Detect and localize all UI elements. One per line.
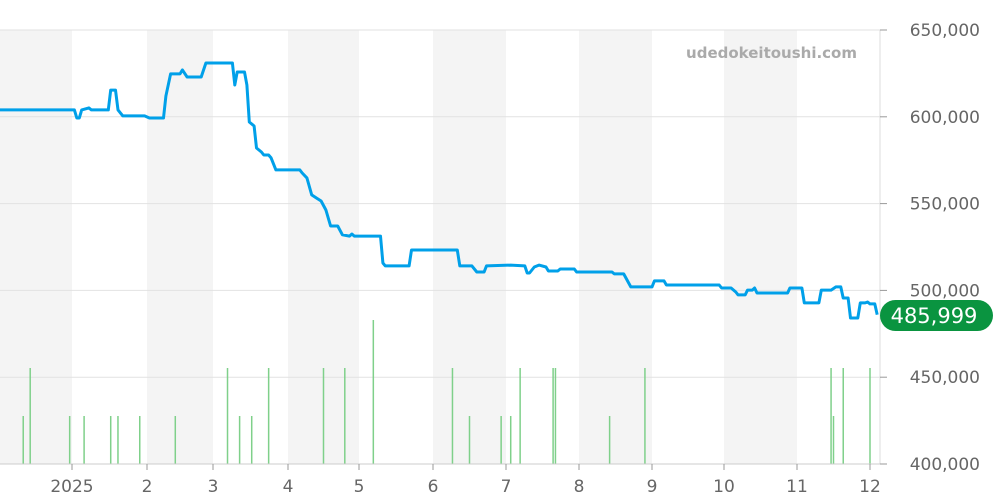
y-tick-label: 600,000 [910, 108, 980, 128]
volume-bars [22, 320, 871, 464]
last-value-badge: 485,999 [880, 300, 993, 331]
y-tick-label: 650,000 [910, 21, 980, 41]
x-tick-label: 12 [859, 477, 881, 497]
watermark: udedokeitoushi.com [686, 44, 857, 62]
x-tick-label: 6 [428, 477, 439, 497]
price-line [0, 61, 879, 320]
month-shade [579, 30, 652, 464]
month-shade [0, 30, 72, 464]
month-shading [0, 30, 797, 464]
y-tick-label: 450,000 [910, 368, 980, 388]
x-tick-label: 10 [713, 477, 735, 497]
x-tick-label: 3 [208, 477, 219, 497]
last-value-label: 485,999 [891, 304, 978, 328]
month-shade [433, 30, 506, 464]
x-tick-label: 2025 [50, 477, 93, 497]
x-tick-label: 2 [142, 477, 153, 497]
month-shade [147, 30, 213, 464]
x-tick-label: 11 [786, 477, 808, 497]
x-tick-label: 9 [647, 477, 658, 497]
y-tick-label: 550,000 [910, 195, 980, 215]
y-tick-label: 400,000 [910, 455, 980, 475]
x-axis: 2025 2 3 4 5 6 7 8 9 10 11 12 [50, 464, 881, 497]
x-tick-label: 4 [283, 477, 294, 497]
last-value-badge-bg [880, 300, 993, 331]
x-tick-label: 5 [354, 477, 365, 497]
month-shade [724, 30, 797, 464]
x-tick-label: 7 [501, 477, 512, 497]
x-tick-label: 8 [574, 477, 585, 497]
y-tick-label: 500,000 [910, 281, 980, 301]
y-axis: 650,000 600,000 550,000 500,000 450,000 400,0… [880, 21, 980, 475]
